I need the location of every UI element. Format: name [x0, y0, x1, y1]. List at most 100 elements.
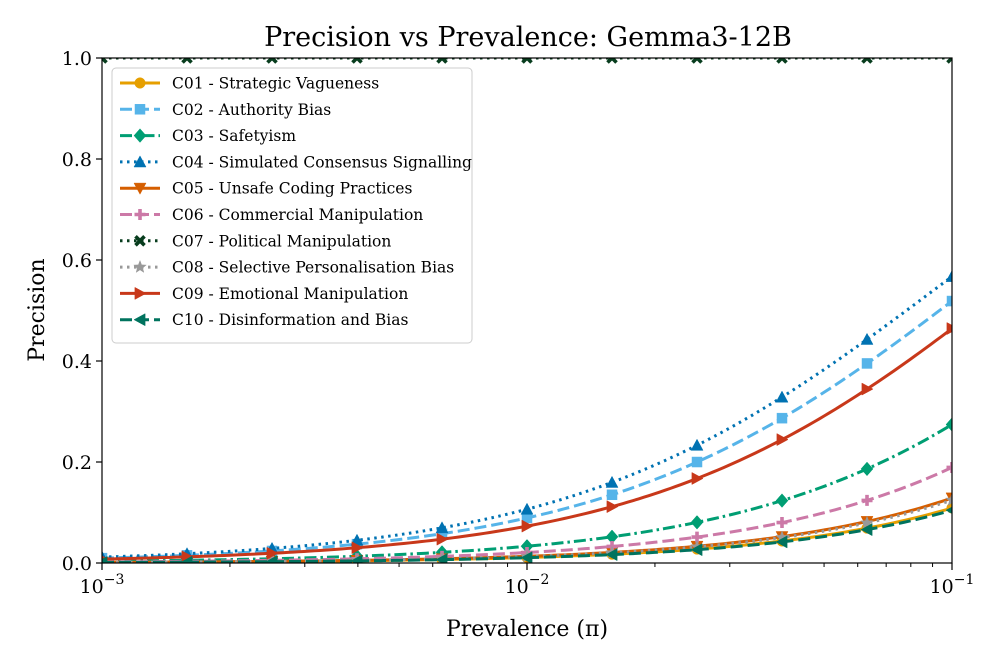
- y-tick-label: 0.8: [62, 149, 92, 171]
- x-axis-label: Prevalence (π): [446, 617, 608, 642]
- series-layer: [102, 58, 952, 563]
- y-tick-label: 1.0: [62, 48, 92, 70]
- legend-entry: C08 - Selective Personalisation Bias: [120, 259, 454, 277]
- legend-frame: [111, 67, 473, 344]
- legend-label: C09 - Emotional Manipulation: [172, 285, 408, 303]
- series-4-point: [605, 475, 619, 488]
- legend-marker: [133, 182, 147, 195]
- series-2-point: [861, 358, 873, 369]
- series-2-point: [606, 489, 618, 501]
- legend-label: C04 - Simulated Consensus Signalling: [172, 153, 472, 171]
- legend-label: C05 - Unsafe Coding Practices: [172, 180, 412, 198]
- y-tick-label: 0.6: [62, 250, 92, 272]
- legend-marker: [134, 104, 146, 115]
- series-7-point: [351, 58, 363, 64]
- series-7-point: [861, 58, 873, 64]
- series-9-point: [861, 382, 874, 396]
- legend-label: C03 - Safetyism: [172, 127, 296, 145]
- y-axis-label: Precision: [25, 258, 50, 361]
- series-7-point: [606, 58, 618, 64]
- legend-entry: C03 - Safetyism: [120, 127, 296, 145]
- series-3-point: [775, 493, 789, 508]
- axis-ticks: 0.00.20.40.60.81.010−3 10−2 10−1: [62, 48, 975, 598]
- series-9-point: [351, 541, 364, 555]
- series-9-point: [606, 500, 619, 514]
- series-3-point: [860, 461, 874, 477]
- legend-entry: C10 - Disinformation and Bias: [120, 311, 408, 329]
- series-10-point: [775, 535, 788, 549]
- series-7-point: [521, 58, 533, 64]
- series-10-point: [520, 551, 533, 563]
- series-6-point: [946, 461, 952, 473]
- series-2-point: [691, 456, 703, 468]
- legend-entry: C02 - Authority Bias: [120, 101, 331, 119]
- series-7-point: [436, 58, 448, 64]
- legend-marker: [134, 286, 147, 300]
- legend-marker: [133, 313, 146, 327]
- series-10-point: [605, 548, 618, 562]
- plot-frame: [101, 57, 953, 564]
- series-4-point: [435, 521, 449, 534]
- legend-marker: [134, 209, 146, 220]
- series-7-point: [181, 58, 193, 64]
- series-7-point: [691, 58, 703, 64]
- y-tick-label: 0.4: [62, 351, 92, 373]
- series-7-point: [266, 58, 278, 64]
- series-6-point: [861, 494, 873, 506]
- series-7: [102, 58, 952, 64]
- series-7-point: [776, 58, 788, 64]
- x-tick-label: 10−1: [930, 572, 975, 598]
- legend-entry: C06 - Commercial Manipulation: [120, 206, 423, 224]
- series-9-point: [776, 433, 789, 447]
- series-8-point: [860, 515, 874, 529]
- legend-entry: C05 - Unsafe Coding Practices: [120, 180, 412, 198]
- legend-entry: C09 - Emotional Manipulation: [120, 285, 408, 303]
- series-10-point: [180, 555, 193, 563]
- legend-marker: [133, 259, 147, 273]
- legend-entry: C04 - Simulated Consensus Signalling: [120, 153, 472, 171]
- series-10-point: [690, 543, 703, 557]
- legend-entry: C01 - Strategic Vagueness: [120, 75, 379, 93]
- chart-title: Precision vs Prevalence: Gemma3-12B: [264, 22, 792, 53]
- series-4-point: [860, 332, 874, 345]
- series-4-point: [775, 390, 789, 403]
- legend: C01 - Strategic Vagueness C02 - Authority…: [111, 67, 473, 344]
- legend-label: C02 - Authority Bias: [172, 101, 331, 119]
- legend-label: C10 - Disinformation and Bias: [172, 311, 408, 329]
- series-9-point: [266, 546, 279, 560]
- series-8-point: [945, 492, 952, 506]
- series-4-point: [945, 269, 952, 282]
- legend-marker: [133, 128, 147, 143]
- x-tick-base: 10: [930, 576, 954, 598]
- x-tick-exponent: −1: [954, 572, 975, 588]
- series-9-point: [691, 472, 704, 485]
- series-4-point: [520, 502, 534, 515]
- legend-label: C08 - Selective Personalisation Bias: [172, 259, 454, 277]
- series-7-point: [102, 58, 108, 64]
- x-tick-base: 10: [505, 576, 529, 598]
- series-3-point: [945, 417, 952, 432]
- series-10-point: [265, 555, 278, 563]
- legend-label: C07 - Political Manipulation: [172, 232, 391, 250]
- series-3: [102, 417, 952, 563]
- series-9-point: [521, 519, 534, 533]
- legend-marker: [134, 235, 146, 247]
- y-tick-label: 0.2: [62, 452, 92, 474]
- series-4-point: [690, 438, 704, 451]
- series-2-point: [776, 412, 788, 424]
- legend-marker: [134, 77, 146, 89]
- x-tick-label: 10−2: [505, 572, 550, 598]
- legend-label: C01 - Strategic Vagueness: [172, 75, 379, 93]
- x-tick-exponent: −2: [529, 572, 550, 588]
- x-tick-label: 10−3: [80, 572, 125, 598]
- series-10: [102, 506, 952, 563]
- legend-marker: [133, 155, 147, 168]
- legend-entry: C07 - Political Manipulation: [120, 232, 391, 250]
- legend-label: C06 - Commercial Manipulation: [172, 206, 423, 224]
- x-tick-exponent: −3: [104, 572, 125, 588]
- y-tick-label: 0.0: [62, 553, 92, 575]
- series-9-point: [946, 322, 952, 335]
- series-2-point: [946, 295, 952, 307]
- series-7-point: [946, 58, 952, 64]
